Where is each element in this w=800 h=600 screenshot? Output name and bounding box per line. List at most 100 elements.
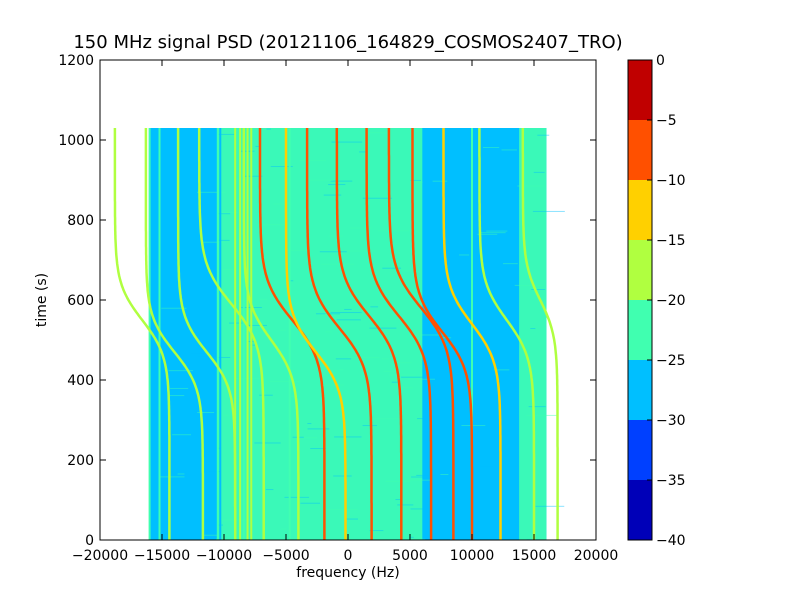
- x-tick-label: 20000: [574, 548, 619, 564]
- colorbar-tick-label: −35: [656, 473, 686, 489]
- x-axis: −20000 −15000 −10000 −5000 0 5000 10000 15000 20…: [72, 60, 618, 564]
- colorbar-segment: [628, 180, 652, 240]
- heatmap-streak: [200, 239, 230, 241]
- colorbar-tick-label: −10: [656, 173, 686, 189]
- heatmap-streak: [478, 134, 506, 136]
- heatmap-streak: [514, 284, 543, 286]
- heatmap-streak: [244, 175, 263, 177]
- y-axis-label: time (s): [34, 273, 50, 327]
- heatmap-streak: [270, 166, 293, 168]
- colorbar-segment: [628, 240, 652, 300]
- doppler-track-9: [365, 128, 433, 540]
- heatmap-streak: [537, 134, 550, 136]
- y-tick-label: 0: [85, 533, 94, 549]
- heatmap-streak: [259, 394, 273, 396]
- heatmap-streak: [412, 334, 444, 336]
- heatmap-streak: [286, 250, 308, 252]
- heatmap-streak: [159, 476, 185, 478]
- doppler-track-6: [284, 128, 347, 540]
- heatmap-streak: [266, 128, 271, 130]
- colorbar-tick-label: −40: [656, 533, 686, 549]
- heatmap-streak: [333, 475, 352, 477]
- heatmap-streak: [170, 387, 189, 389]
- heatmap-streak: [481, 232, 506, 234]
- heatmap-streak: [401, 376, 431, 378]
- heatmap-streak: [429, 533, 438, 535]
- heatmap-streak: [400, 479, 432, 481]
- heatmap-streak: [369, 530, 384, 532]
- heatmap-streak: [383, 370, 397, 372]
- heatmap-streak: [245, 324, 267, 326]
- colorbar-segment: [628, 120, 652, 180]
- heatmap-streak: [411, 181, 423, 183]
- heatmap-streak: [202, 534, 230, 536]
- heatmap-streak: [180, 176, 187, 178]
- heatmap-streak: [461, 425, 486, 427]
- x-axis-label: frequency (Hz): [296, 565, 399, 581]
- heatmap-streak: [197, 412, 215, 414]
- heatmap-streak: [359, 151, 366, 153]
- y-tick-label: 600: [67, 293, 94, 309]
- heatmap-streak: [192, 335, 209, 337]
- heatmap-streak: [217, 212, 239, 214]
- heatmap-streak: [483, 146, 500, 148]
- x-tick-label: −20000: [72, 548, 128, 564]
- heatmap-streak: [533, 171, 545, 173]
- heatmap-streak: [190, 353, 218, 355]
- heatmap-streak: [256, 224, 287, 226]
- heatmap-streak: [369, 327, 397, 329]
- heatmap-streak: [307, 423, 312, 425]
- heatmap-streak: [250, 344, 257, 346]
- doppler-track-14: [521, 128, 559, 540]
- heatmap-streak: [391, 381, 399, 383]
- heatmap-streak: [388, 374, 416, 376]
- heatmap-streak: [409, 536, 414, 538]
- heatmap-streak: [334, 436, 362, 438]
- heatmap-streak: [347, 250, 375, 252]
- doppler-track-8: [335, 128, 403, 540]
- heatmap-streak: [177, 473, 185, 475]
- colorbar-tick-label: −20: [656, 293, 686, 309]
- heatmap-streak: [323, 194, 342, 196]
- heatmap-streak: [339, 369, 344, 371]
- heatmap-streak: [538, 537, 545, 539]
- heatmap-streak: [166, 215, 201, 217]
- heatmap-streak: [472, 286, 493, 288]
- heatmap-streak: [325, 331, 332, 333]
- x-tick-label: −10000: [196, 548, 252, 564]
- doppler-track-3: [197, 128, 265, 540]
- doppler-track-1: [144, 128, 205, 540]
- heatmap-streak: [215, 538, 246, 540]
- heatmap-streak: [203, 447, 222, 449]
- x-tick-label: 10000: [450, 548, 495, 564]
- heatmap-streak: [416, 474, 438, 476]
- heatmap-streak: [410, 179, 422, 181]
- y-tick-label: 800: [67, 213, 94, 229]
- y-axis: 0 200 400 600 800 1000 1200: [58, 53, 596, 549]
- colorbar-segment: [628, 300, 652, 360]
- heatmap-streak: [289, 395, 296, 397]
- heatmap-streak: [501, 149, 517, 151]
- heatmap-streak: [328, 235, 343, 237]
- heatmap-streak: [194, 404, 202, 406]
- doppler-track-12: [442, 128, 502, 540]
- heatmap-streak: [382, 358, 389, 360]
- heatmap-streak: [477, 233, 498, 235]
- y-tick-label: 200: [67, 453, 94, 469]
- heatmap-streak: [307, 428, 330, 430]
- plot-area: [99, 59, 597, 541]
- heatmap-layer: [113, 128, 565, 540]
- heatmap-streak: [310, 448, 326, 450]
- heatmap-streak: [504, 305, 511, 307]
- heatmap-streak: [259, 298, 268, 300]
- heatmap-streak: [222, 269, 234, 271]
- x-tick-label: −5000: [262, 548, 309, 564]
- doppler-track-2: [176, 128, 237, 540]
- x-tick-label: −15000: [134, 548, 190, 564]
- heatmap-streak: [434, 276, 447, 278]
- y-tick-label: 1000: [58, 133, 94, 149]
- colorbar-tick-label: −25: [656, 353, 686, 369]
- heatmap-streak: [182, 480, 191, 482]
- heatmap-streak: [265, 489, 274, 491]
- colorbar-tick-label: −30: [656, 413, 686, 429]
